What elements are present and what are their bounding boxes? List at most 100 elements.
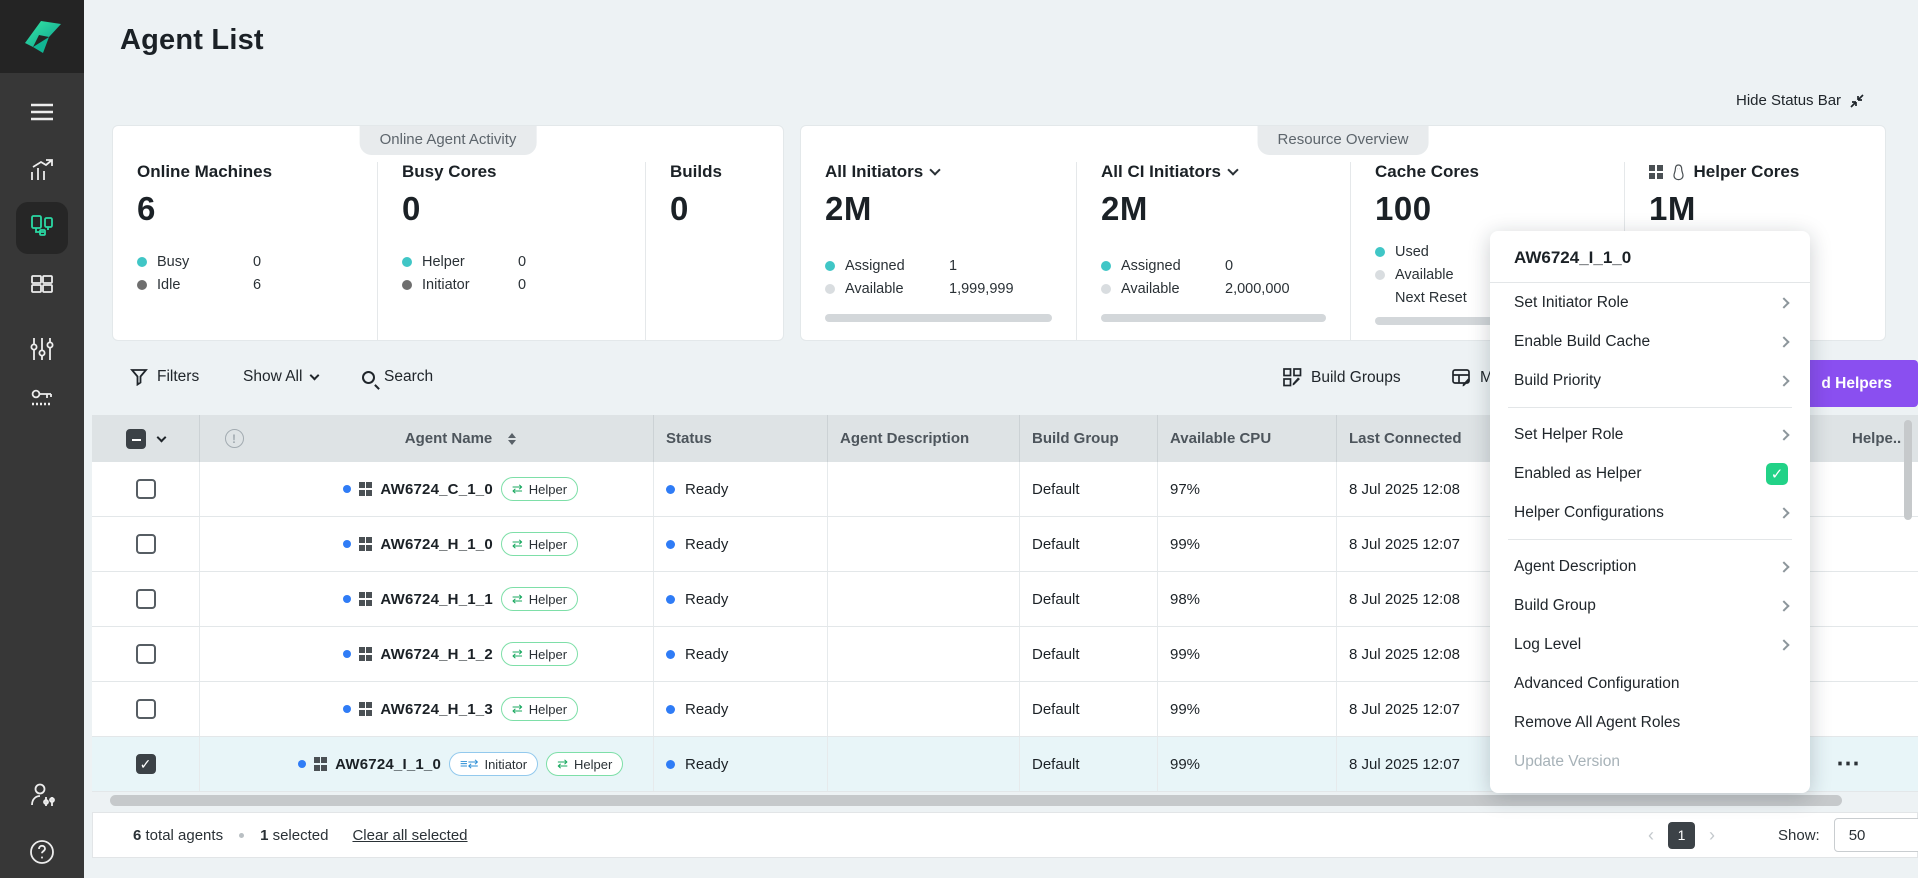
sidebar — [0, 0, 84, 878]
available-dot — [825, 284, 835, 294]
settings-sliders-icon[interactable] — [0, 325, 84, 373]
swap-icon: ⇄ — [512, 591, 523, 607]
busy-dot — [137, 257, 147, 267]
chevron-down-icon — [1227, 164, 1238, 175]
online-dot — [343, 540, 351, 548]
chevron-right-icon — [1778, 639, 1789, 650]
table-footer: 6 total agents 1 selected Clear all sele… — [92, 812, 1918, 858]
helper-badge: ⇄Helper — [501, 532, 578, 556]
menu-item-build-group[interactable]: Build Group — [1490, 586, 1810, 625]
separator-dot — [239, 833, 244, 838]
analytics-icon[interactable] — [0, 146, 84, 194]
online-dot — [343, 650, 351, 658]
column-status: Status — [654, 415, 828, 462]
menu-icon[interactable] — [0, 88, 84, 136]
helper-badge: ⇄Helper — [501, 642, 578, 666]
assigned-dot — [825, 261, 835, 271]
agents-icon[interactable] — [0, 202, 84, 250]
windows-icon — [359, 702, 373, 716]
filters-button[interactable]: Filters — [130, 368, 199, 386]
agent-context-menu: AW6724_I_1_0 Set Initiator Role Enable B… — [1490, 231, 1810, 793]
hide-status-bar-button[interactable]: Hide Status Bar — [1736, 92, 1865, 109]
helper-dot — [402, 257, 412, 267]
select-all-checkbox[interactable] — [126, 429, 146, 449]
row-checkbox[interactable] — [136, 479, 156, 499]
search-button[interactable]: Search — [362, 368, 433, 386]
pagination: ‹ 1 › — [1648, 822, 1715, 849]
build-group: Default — [1020, 682, 1158, 736]
page-title: Agent List — [120, 24, 264, 57]
chevron-down-icon — [310, 371, 320, 381]
windows-icon — [1649, 165, 1663, 179]
agent-description — [828, 517, 1020, 571]
clear-selected-link[interactable]: Clear all selected — [352, 827, 467, 844]
online-dot — [298, 760, 306, 768]
menu-item-set-initiator-role[interactable]: Set Initiator Role — [1490, 283, 1810, 322]
assigned-dot — [1101, 261, 1111, 271]
menu-item-enable-build-cache[interactable]: Enable Build Cache — [1490, 322, 1810, 361]
row-checkbox[interactable] — [136, 534, 156, 554]
api-key-icon[interactable] — [0, 374, 84, 422]
row-checkbox[interactable] — [136, 589, 156, 609]
ci-initiators-dropdown[interactable]: All CI Initiators — [1101, 162, 1350, 182]
build-group: Default — [1020, 737, 1158, 791]
menu-item-helper-configurations[interactable]: Helper Configurations — [1490, 493, 1810, 532]
prev-page-icon[interactable]: ‹ — [1648, 825, 1654, 846]
metric-builds: Builds 0 — [645, 162, 783, 340]
menu-item-log-level[interactable]: Log Level — [1490, 625, 1810, 664]
windows-icon — [359, 647, 373, 661]
sort-icon — [508, 433, 516, 445]
initiator-dot — [402, 280, 412, 290]
horizontal-scrollbar[interactable] — [110, 795, 1842, 806]
page-size-select[interactable]: 50 — [1834, 818, 1918, 852]
next-page-icon[interactable]: › — [1709, 825, 1715, 846]
swap-icon: ⇄ — [557, 756, 568, 772]
show-all-dropdown[interactable]: Show All — [243, 368, 318, 386]
agent-description — [828, 627, 1020, 681]
dashboard-icon[interactable] — [0, 260, 84, 308]
initiator-swap-icon: ≡⇄ — [460, 756, 478, 772]
ready-dot — [666, 650, 675, 659]
row-checkbox[interactable] — [136, 644, 156, 664]
menu-item-set-helper-role[interactable]: Set Helper Role — [1490, 415, 1810, 454]
row-actions-button[interactable]: ⋯ — [1836, 759, 1861, 769]
available-cpu: 99% — [1158, 682, 1337, 736]
agent-name: AW6724_H_1_0 — [380, 536, 492, 553]
context-menu-title: AW6724_I_1_0 — [1490, 231, 1810, 282]
metric-online-machines: Online Machines 6 Busy0 Idle6 — [113, 162, 377, 340]
menu-item-enabled-as-helper[interactable]: Enabled as Helper✓ — [1490, 454, 1810, 493]
build-groups-button[interactable]: Build Groups — [1283, 368, 1401, 387]
select-options-chevron-icon[interactable] — [157, 432, 167, 442]
selected-count: 1 — [260, 827, 268, 844]
manage-button-truncated[interactable]: M — [1452, 368, 1493, 387]
capacity-bar — [1101, 314, 1326, 322]
online-dot — [343, 595, 351, 603]
agent-name: AW6724_C_1_0 — [380, 481, 492, 498]
row-checkbox[interactable] — [136, 699, 156, 719]
search-icon — [362, 371, 375, 384]
available-dot — [1101, 284, 1111, 294]
capacity-bar — [825, 314, 1052, 322]
checked-checkbox[interactable]: ✓ — [1766, 463, 1788, 485]
windows-icon — [359, 482, 373, 496]
idle-dot — [137, 280, 147, 290]
help-icon[interactable] — [0, 828, 84, 876]
all-initiators-dropdown[interactable]: All Initiators — [825, 162, 1076, 182]
ready-dot — [666, 760, 675, 769]
row-checkbox-checked[interactable] — [136, 754, 156, 774]
column-build-group: Build Group — [1020, 415, 1158, 462]
page-number[interactable]: 1 — [1668, 822, 1695, 849]
divider — [1508, 539, 1792, 540]
vertical-scrollbar[interactable] — [1904, 420, 1912, 520]
menu-item-build-priority[interactable]: Build Priority — [1490, 361, 1810, 400]
menu-item-agent-description[interactable]: Agent Description — [1490, 547, 1810, 586]
column-agent-name[interactable]: Agent Name — [268, 415, 654, 462]
swap-icon: ⇄ — [512, 646, 523, 662]
user-settings-icon[interactable] — [0, 771, 84, 819]
column-description: Agent Description — [828, 415, 1020, 462]
app-logo[interactable] — [0, 0, 84, 73]
status-text: Ready — [685, 591, 728, 608]
menu-item-remove-all-agent-roles[interactable]: Remove All Agent Roles — [1490, 703, 1810, 742]
menu-item-advanced-configuration[interactable]: Advanced Configuration — [1490, 664, 1810, 703]
build-group: Default — [1020, 572, 1158, 626]
